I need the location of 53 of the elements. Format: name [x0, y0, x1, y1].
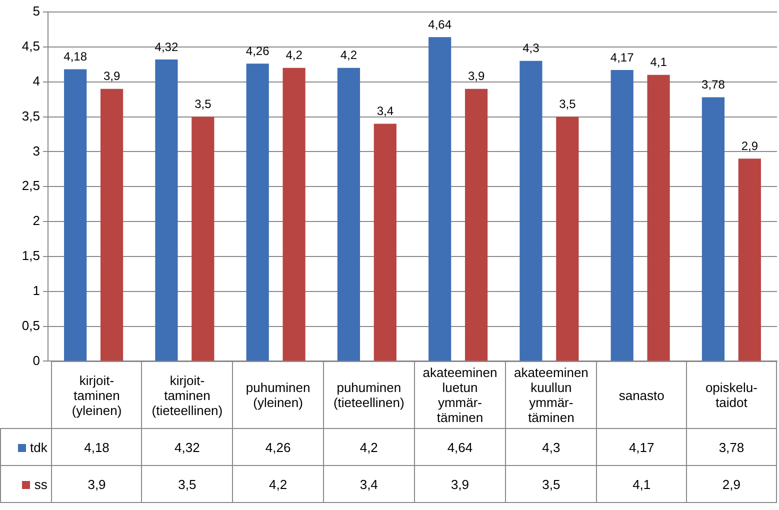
data-label: 4,32: [142, 428, 233, 466]
text: 4,32: [154, 40, 178, 54]
x-tick-label: sanasto: [596, 362, 686, 429]
text: 4,17: [610, 50, 634, 64]
text: 4,1: [650, 55, 667, 70]
text: 3,78: [702, 78, 725, 92]
y-tick-label: 0: [32, 352, 40, 368]
x-tick-label: puhuminen (tieteellinen): [323, 362, 414, 429]
data-label: 3,78: [686, 428, 776, 466]
data-label: 3,9: [52, 466, 142, 503]
data-label: 4,26: [232, 428, 324, 466]
x-tick-label: kirjoit- taminen (tieteellinen): [142, 362, 233, 429]
y-tick-label: 4,5: [22, 38, 40, 54]
y-tick-label: 3,5: [22, 108, 40, 124]
text: 3,5: [559, 97, 576, 112]
text: 4,2: [286, 48, 302, 62]
x-tick-label: puhuminen (yleinen): [232, 362, 324, 429]
data-label: 3,5: [142, 466, 233, 503]
data-label: 3,5: [506, 466, 597, 503]
y-tick-label: 1: [32, 282, 40, 298]
data-label: 4,1: [596, 466, 686, 503]
text: 3,9: [468, 69, 485, 84]
data-label: 4,64: [414, 428, 506, 466]
data-label: 3,4: [323, 466, 414, 503]
text: 4,26: [246, 44, 270, 58]
data-label: 4,3: [506, 428, 597, 466]
text: 3,9: [103, 69, 120, 84]
text: 4,2: [340, 48, 358, 62]
x-tick-label: opiskelu- taidot: [686, 362, 776, 429]
data-label: 3,9: [414, 466, 506, 503]
y-tick-label: 3: [32, 143, 40, 158]
y-tick-label: 4: [32, 73, 40, 88]
text: 4,3: [522, 41, 540, 56]
text: 3,5: [194, 97, 212, 112]
legend-label: tdk: [0, 428, 52, 466]
text: 4,18: [64, 50, 88, 64]
x-tick-label: akateeminen luetun ymmär- täminen: [414, 362, 506, 429]
data-label: 2,9: [686, 466, 776, 503]
text: 2,9: [741, 138, 758, 153]
y-tick-label: 2,5: [22, 178, 40, 194]
data-label: 4,18: [52, 428, 142, 466]
y-tick-label: 5: [32, 4, 40, 19]
y-tick-label: 1,5: [22, 248, 40, 264]
legend-label: ss: [0, 466, 52, 503]
text: 4,64: [428, 17, 452, 32]
data-label: 4,2: [323, 428, 414, 466]
data-label: 4,17: [596, 428, 686, 466]
y-tick-label: 2: [32, 213, 40, 228]
data-label: 4,2: [232, 466, 324, 503]
x-tick-label: akateeminen kuullun ymmär- täminen: [506, 362, 597, 429]
text: 3,4: [376, 104, 394, 118]
x-tick-label: kirjoit- taminen (yleinen): [52, 362, 142, 429]
y-tick-label: 0,5: [22, 318, 40, 333]
